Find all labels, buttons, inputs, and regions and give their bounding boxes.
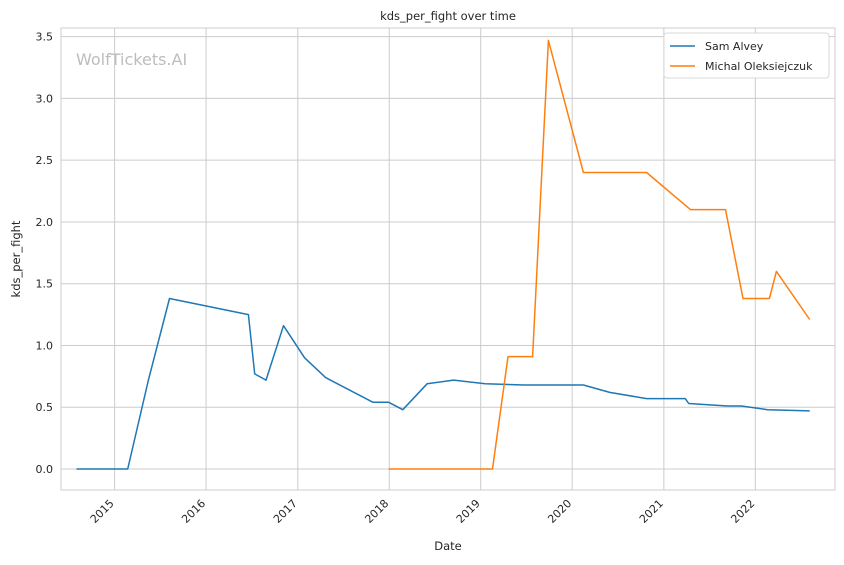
grid (61, 28, 835, 490)
legend-label-michal-oleksiejczuk: Michal Oleksiejczuk (705, 60, 813, 73)
x-axis-label: Date (434, 539, 462, 553)
series-layer (76, 39, 811, 470)
y-axis-label: kds_per_fight (9, 220, 23, 297)
y-tick-label: 0.0 (36, 463, 54, 476)
y-tick-label: 3.5 (36, 31, 54, 44)
legend: Sam Alvey Michal Oleksiejczuk (663, 32, 830, 79)
series-line-sam-alvey (76, 297, 810, 470)
y-tick-label: 0.5 (36, 401, 54, 414)
chart-title: kds_per_fight over time (380, 9, 516, 23)
y-tick-label: 2.0 (36, 216, 54, 229)
plot-area (60, 27, 836, 491)
legend-box (663, 32, 830, 79)
series-line-michal-oleksiejczuk (388, 39, 811, 470)
y-tick-label: 2.5 (36, 154, 54, 167)
y-tick-label: 3.0 (36, 92, 54, 105)
watermark: WolfTickets.AI (76, 50, 187, 69)
y-tick-label: 1.5 (36, 278, 54, 291)
legend-label-sam-alvey: Sam Alvey (705, 40, 764, 53)
y-axis-ticks: 0.0 0.5 1.0 1.5 2.0 2.5 3.0 3.5 (36, 31, 54, 476)
y-tick-label: 1.0 (36, 339, 54, 352)
